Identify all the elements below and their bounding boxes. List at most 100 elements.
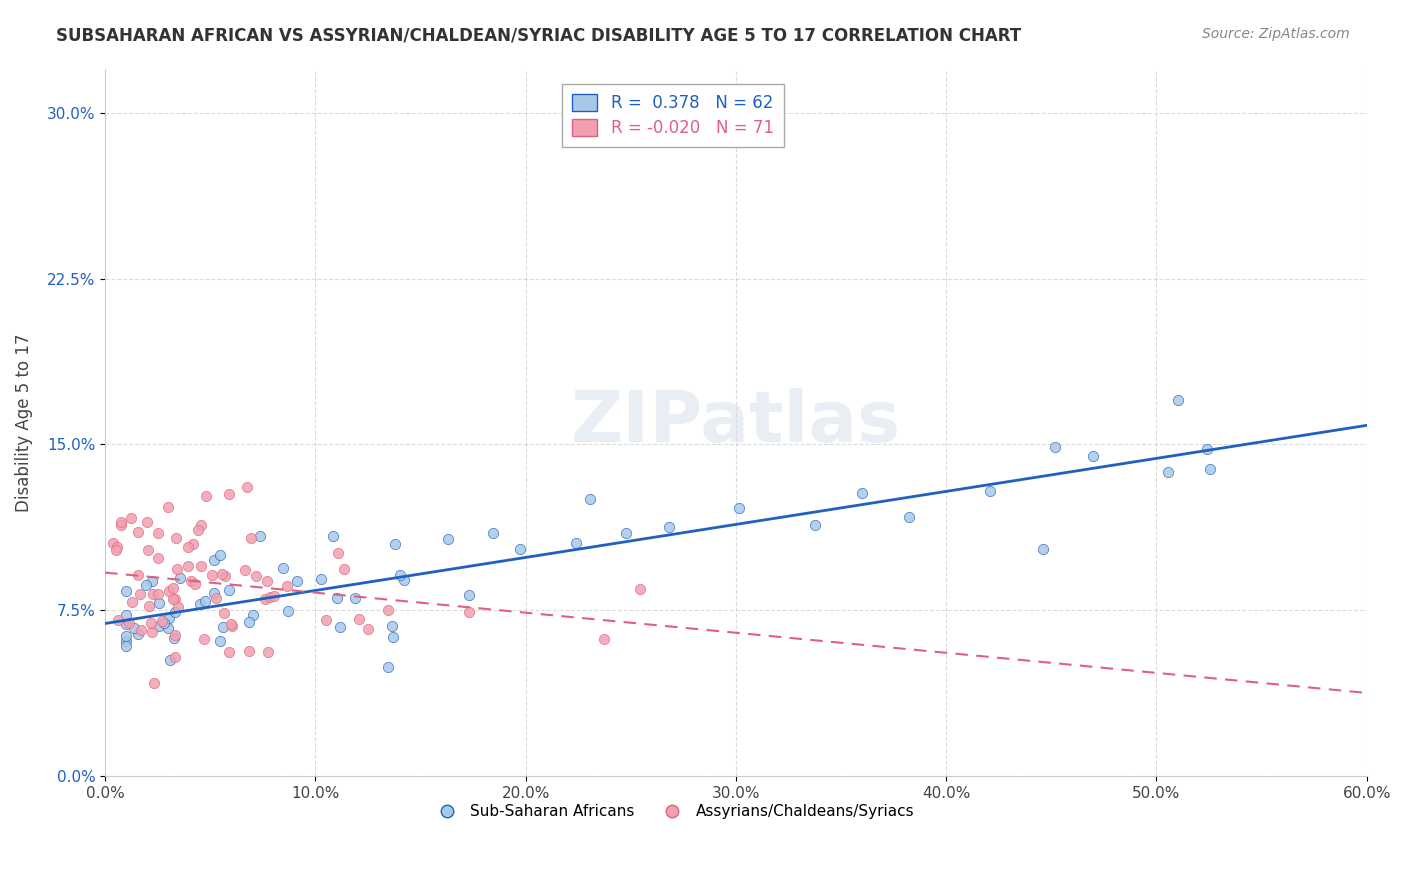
Point xyxy=(238,644,260,658)
Point xyxy=(236,480,259,494)
Point xyxy=(177,541,200,555)
Point xyxy=(127,567,149,582)
Legend: Sub-Saharan Africans, Assyrians/Chaldeans/Syriacs: Sub-Saharan Africans, Assyrians/Chaldean… xyxy=(426,798,920,825)
Point xyxy=(148,619,170,633)
Point xyxy=(221,619,243,633)
Point xyxy=(628,582,651,596)
Point xyxy=(136,543,159,558)
Point xyxy=(205,591,228,605)
Point xyxy=(129,587,152,601)
Point xyxy=(382,631,405,645)
Point xyxy=(150,614,173,628)
Point xyxy=(211,566,233,581)
Point xyxy=(177,558,200,573)
Point xyxy=(167,600,190,615)
Point xyxy=(193,632,215,646)
Point xyxy=(115,633,138,648)
Point xyxy=(285,574,308,588)
Point xyxy=(1199,462,1222,476)
Point xyxy=(579,491,602,506)
Point xyxy=(322,529,344,543)
Point xyxy=(208,634,231,648)
Point xyxy=(110,515,132,529)
Point xyxy=(135,578,157,592)
Point xyxy=(509,541,531,556)
Point xyxy=(458,605,481,619)
Point xyxy=(233,563,256,577)
Point xyxy=(238,615,260,629)
Point xyxy=(195,489,218,503)
Point xyxy=(105,543,128,558)
Point xyxy=(276,579,298,593)
Point xyxy=(107,613,129,627)
Point xyxy=(115,629,138,643)
Point xyxy=(1195,442,1218,457)
Point xyxy=(141,624,163,639)
Point xyxy=(157,584,180,599)
Point xyxy=(127,525,149,540)
Point xyxy=(325,591,347,606)
Point xyxy=(728,500,751,515)
Point xyxy=(1083,449,1105,463)
Point xyxy=(159,653,181,667)
Point xyxy=(208,549,231,563)
Point xyxy=(157,611,180,625)
Point xyxy=(101,536,124,550)
Point xyxy=(115,584,138,599)
Point xyxy=(156,500,179,514)
Point xyxy=(249,529,271,543)
Text: ZIPatlas: ZIPatlas xyxy=(571,388,901,457)
Point xyxy=(165,605,187,619)
Point xyxy=(162,592,184,607)
Point xyxy=(163,591,186,606)
Point xyxy=(218,487,240,501)
Text: SUBSAHARAN AFRICAN VS ASSYRIAN/CHALDEAN/SYRIAC DISABILITY AGE 5 TO 17 CORRELATIO: SUBSAHARAN AFRICAN VS ASSYRIAN/CHALDEAN/… xyxy=(56,27,1021,45)
Point xyxy=(214,569,236,583)
Point xyxy=(212,620,235,634)
Point xyxy=(245,569,267,583)
Point xyxy=(457,588,479,602)
Point xyxy=(157,621,180,635)
Point xyxy=(142,587,165,601)
Point xyxy=(1157,465,1180,479)
Point xyxy=(194,594,217,608)
Point xyxy=(166,562,188,576)
Point xyxy=(389,568,412,582)
Point xyxy=(218,582,240,597)
Point xyxy=(190,559,212,574)
Point xyxy=(165,628,187,642)
Point xyxy=(118,616,141,631)
Point xyxy=(110,517,132,532)
Point xyxy=(239,531,262,545)
Point xyxy=(377,659,399,673)
Point xyxy=(851,486,873,500)
Point xyxy=(979,483,1001,498)
Point xyxy=(219,617,242,632)
Point xyxy=(146,525,169,540)
Point xyxy=(143,676,166,690)
Text: Source: ZipAtlas.com: Source: ZipAtlas.com xyxy=(1202,27,1350,41)
Point xyxy=(1043,440,1066,454)
Point xyxy=(277,604,299,618)
Point xyxy=(141,574,163,588)
Point xyxy=(329,619,352,633)
Point xyxy=(242,607,264,622)
Point xyxy=(218,644,240,658)
Point xyxy=(259,590,281,604)
Point xyxy=(115,608,138,623)
Point xyxy=(592,632,614,646)
Point xyxy=(153,615,176,630)
Point xyxy=(377,603,399,617)
Point xyxy=(188,597,211,611)
Point xyxy=(165,531,187,545)
Point xyxy=(1166,393,1188,408)
Point xyxy=(333,562,356,576)
Point xyxy=(146,550,169,565)
Point xyxy=(146,587,169,601)
Point xyxy=(201,567,224,582)
Y-axis label: Disability Age 5 to 17: Disability Age 5 to 17 xyxy=(15,333,32,512)
Point xyxy=(328,546,350,560)
Point xyxy=(115,616,138,631)
Point xyxy=(139,616,162,631)
Point xyxy=(256,574,278,588)
